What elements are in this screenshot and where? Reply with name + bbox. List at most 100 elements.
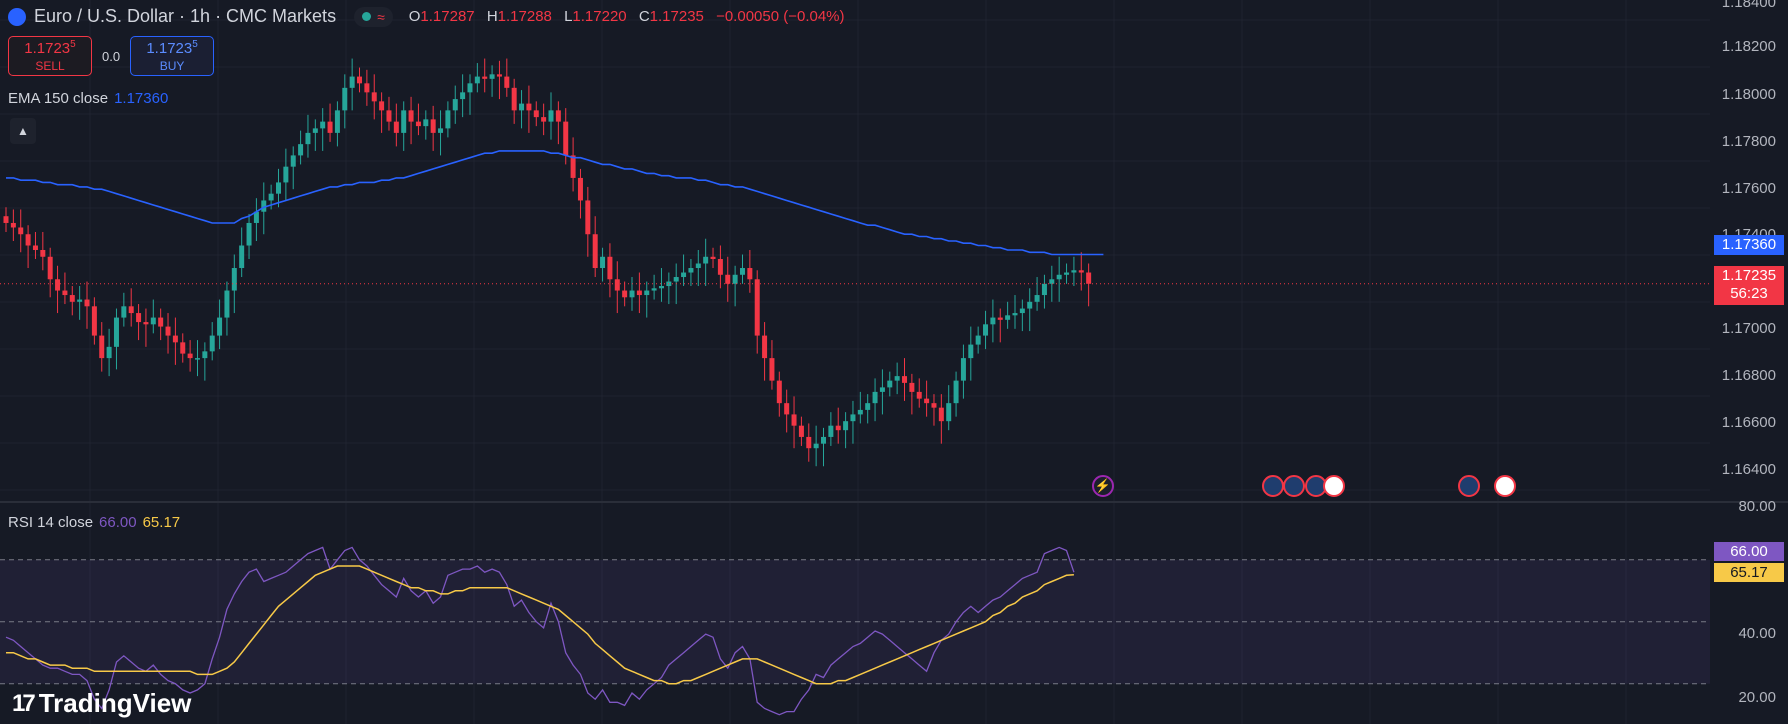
candle-body (843, 421, 849, 431)
candle-body (960, 358, 966, 381)
us-event-icon[interactable] (1494, 475, 1516, 497)
candle-body (592, 234, 598, 269)
candle-body (1071, 270, 1077, 273)
candles (3, 58, 1092, 467)
candle-body (739, 268, 745, 275)
candle-body (658, 286, 664, 289)
candle-body (364, 83, 370, 93)
candle-body (585, 200, 591, 235)
candle-body (1019, 308, 1025, 314)
candle-body (1012, 313, 1018, 316)
collapse-legend-button[interactable]: ▲ (10, 118, 36, 144)
candle-body (902, 376, 908, 383)
candle-body (673, 277, 679, 282)
candle-body (997, 317, 1003, 320)
candle-body (77, 299, 83, 302)
candle-body (710, 256, 716, 260)
candle-body (1005, 315, 1011, 320)
candle-body (1041, 283, 1047, 296)
candle-body (511, 87, 517, 111)
candle-body (526, 103, 532, 111)
price-axis-label: 1.17800 (1721, 133, 1776, 150)
candle-body (445, 110, 451, 129)
candle-body (717, 259, 723, 275)
rsi-axis-label: 40.00 (1738, 625, 1776, 642)
candle-body (776, 380, 782, 404)
market-open-icon (362, 12, 372, 21)
candle-body (688, 268, 694, 273)
candle-body (762, 335, 768, 359)
candle-body (548, 110, 554, 122)
candle-body (975, 335, 981, 345)
ema-line (6, 150, 1104, 256)
spread-value: 0.0 (102, 48, 121, 64)
candle-body (813, 443, 819, 449)
candle-body (334, 110, 340, 133)
candle-body (504, 76, 510, 88)
candle-body (622, 290, 628, 298)
price-axis-label: 1.16800 (1721, 367, 1776, 384)
us-event-icon[interactable] (1323, 475, 1345, 497)
candle-body (835, 425, 841, 431)
candle-body (47, 256, 53, 280)
rsi-legend[interactable]: RSI 14 close 66.00 65.17 (8, 514, 181, 531)
candle-body (1078, 270, 1084, 273)
candle-body (784, 403, 790, 415)
candle-body (828, 425, 834, 437)
candle-body (821, 436, 826, 444)
last-price-tag: 1.17235 56:23 (1714, 266, 1784, 305)
rsi-line (5, 546, 1075, 716)
candle-body (209, 335, 215, 352)
candle-body (393, 121, 399, 133)
candle-body (1056, 274, 1062, 280)
ohlc-values: O1.17287 H1.17288 L1.17220 C1.17235 −0.0… (408, 8, 845, 25)
candle-body (747, 268, 753, 280)
candle-body (541, 117, 547, 122)
eu-event-icon[interactable] (1262, 475, 1284, 497)
candle-body (438, 128, 444, 133)
candle-body (953, 380, 959, 404)
ema-legend[interactable]: EMA 150 close 1.17360 (8, 90, 169, 107)
rsi-ma-tag: 65.17 (1714, 563, 1784, 582)
candle-body (357, 76, 363, 84)
candle-body (408, 110, 414, 122)
eu-event-icon[interactable] (1283, 475, 1305, 497)
candle-body (10, 222, 16, 228)
candle-body (474, 76, 480, 84)
candle-body (253, 211, 259, 223)
candle-body (1049, 279, 1055, 284)
candle-body (224, 290, 230, 318)
candle-body (798, 425, 804, 437)
candle-body (261, 200, 267, 212)
candle-body (629, 290, 635, 298)
candle-body (496, 74, 502, 77)
price-axis-label: 1.18200 (1721, 38, 1776, 55)
candle-body (879, 387, 885, 392)
candle-body (577, 177, 583, 201)
candle-body (482, 76, 488, 79)
sell-button[interactable]: 1.17235 SELL (8, 36, 92, 76)
candle-body (150, 317, 156, 325)
lightning-event-icon[interactable]: ⚡ (1092, 475, 1114, 497)
candle-body (194, 358, 200, 360)
candle-body (401, 110, 407, 133)
candle-body (62, 290, 68, 296)
candle-body (143, 322, 149, 325)
eu-event-icon[interactable] (1458, 475, 1480, 497)
ema-price-tag: 1.17360 (1714, 235, 1784, 255)
symbol-title[interactable]: Euro / U.S. Dollar · 1h · CMC Markets (34, 6, 337, 26)
tradingview-logo[interactable]: 17 TradingView (12, 688, 192, 718)
rsi-axis-label: 20.00 (1738, 689, 1776, 706)
candle-body (857, 409, 863, 415)
candle-body (423, 119, 429, 127)
tv-logo-icon: 17 (12, 689, 36, 717)
price-axis-label: 1.18400 (1721, 0, 1776, 11)
buy-button[interactable]: 1.17235 BUY (130, 36, 215, 76)
candle-body (106, 346, 112, 359)
candle-body (983, 324, 989, 336)
candle-body (283, 166, 289, 183)
market-status-pill[interactable]: ≈ (354, 6, 393, 27)
candle-body (415, 121, 421, 127)
candle-body (872, 391, 878, 404)
